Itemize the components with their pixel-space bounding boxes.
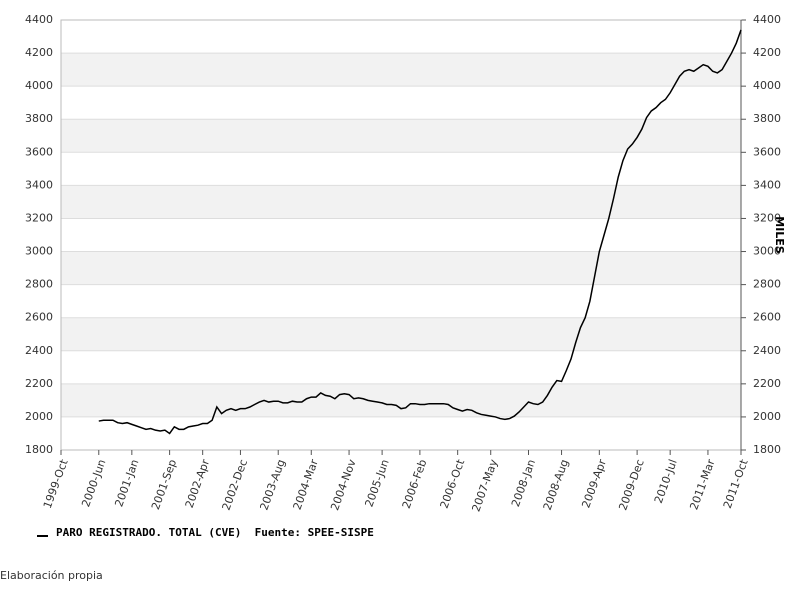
x-tick-label: 2009-Apr [579, 457, 609, 510]
y-axis-label: MILES [773, 216, 786, 254]
grid-band [61, 119, 741, 153]
y-tick-label-right: 2200 [753, 377, 781, 390]
y-tick-label: 3400 [25, 178, 53, 191]
grid-band [61, 185, 741, 219]
y-tick-label-right: 4200 [753, 46, 781, 59]
legend-label: PARO REGISTRADO. TOTAL (CVE) Fuente: SPE… [56, 526, 374, 539]
y-tick-label: 2200 [25, 377, 53, 390]
x-tick-label: 2001-Sep [149, 458, 179, 512]
x-tick-label: 2008-Aug [541, 458, 571, 512]
y-tick-label: 3000 [25, 245, 53, 258]
data-line [98, 29, 742, 435]
y-tick-label: 4200 [25, 46, 53, 59]
y-tick-label-right: 3200 [753, 211, 781, 224]
x-tick-label: 2000-Jun [79, 458, 108, 509]
footnote: Elaboración propia [0, 569, 103, 582]
x-tick-label: 2008-Jan [509, 458, 538, 509]
x-tick-label: 2006-Feb [400, 458, 430, 511]
y-tick-label-right: 3000 [753, 245, 781, 258]
y-tick-label-right: 1800 [753, 443, 781, 456]
x-tick-label: 2004-Mar [291, 457, 321, 511]
y-tick-label: 2800 [25, 278, 53, 291]
y-tick-label-right: 2000 [753, 410, 781, 423]
grid-band [61, 383, 741, 417]
y-tick-label-right: 3600 [753, 145, 781, 158]
x-tick-label: 2001-Jan [112, 458, 141, 509]
grid-band [61, 251, 741, 285]
x-tick-label: 2011-Oct [721, 457, 751, 510]
x-tick-label: 2006-Oct [438, 457, 468, 510]
y-tick-label: 3800 [25, 112, 53, 125]
y-tick-label: 2600 [25, 311, 53, 324]
y-tick-label-right: 4000 [753, 79, 781, 92]
y-tick-label-right: 3800 [753, 112, 781, 125]
y-tick-label-right: 4400 [753, 13, 781, 26]
x-tick-label: 2005-Jun [363, 458, 392, 509]
y-tick-label: 4000 [25, 79, 53, 92]
x-tick-label: 1999-Oct [41, 457, 71, 510]
x-tick-label: 2007-May [469, 457, 500, 513]
y-tick-label: 3200 [25, 211, 53, 224]
x-tick-label: 2011-Mar [687, 457, 717, 511]
y-tick-label-right: 2600 [753, 311, 781, 324]
y-tick-label: 2400 [25, 344, 53, 357]
x-tick-label: 2002-Dec [220, 458, 250, 512]
y-tick-label-right: 2400 [753, 344, 781, 357]
y-tick-label: 1800 [25, 443, 53, 456]
grid-band [61, 53, 741, 87]
grid-band [61, 317, 741, 351]
x-tick-label: 2003-Aug [257, 458, 287, 512]
y-tick-label: 2000 [25, 410, 53, 423]
x-tick-label: 2010-Jul [652, 458, 680, 506]
y-tick-label-right: 2800 [753, 278, 781, 291]
y-tick-label-right: 3400 [753, 178, 781, 191]
y-tick-label: 3600 [25, 145, 53, 158]
y-tick-label: 4400 [25, 13, 53, 26]
x-tick-label: 2004-Nov [328, 457, 359, 512]
x-tick-label: 2009-Dec [616, 458, 646, 512]
x-tick-label: 2002-Apr [183, 457, 213, 510]
